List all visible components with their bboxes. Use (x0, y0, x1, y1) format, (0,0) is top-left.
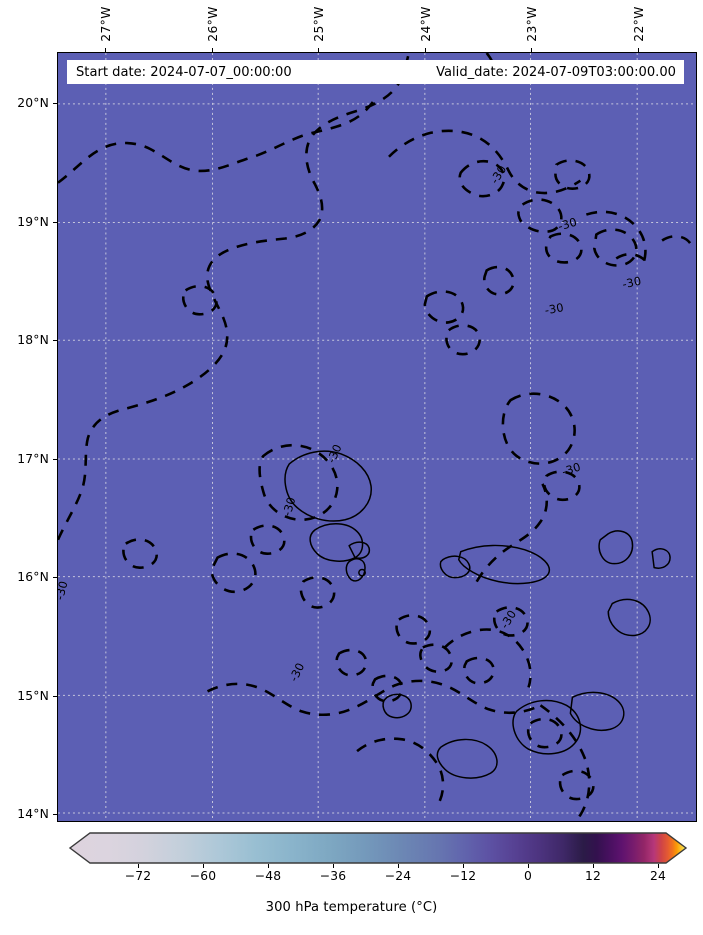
lat-tick-label-17n: 17°N (17, 452, 49, 466)
colorbar-tick-label-n60: −60 (189, 869, 217, 883)
contour-label: -30 (280, 495, 299, 517)
colorbar-tick-label-n72: −72 (124, 869, 152, 883)
contour-label: -30 (487, 163, 509, 187)
lat-tick-mark (53, 696, 57, 697)
colorbar-tick-label-n12: −12 (449, 869, 477, 883)
lon-tick-label-26w: 26°W (206, 6, 220, 42)
colorbar-tick-mark (528, 864, 529, 868)
lat-tick-label-14n: 14°N (17, 807, 49, 821)
lon-tick-label-25w: 25°W (312, 6, 326, 42)
colorbar-body (68, 832, 688, 864)
colorbar-tick-mark (658, 864, 659, 868)
colorbar-tick-mark (398, 864, 399, 868)
contour-dashed-minus30 (58, 53, 694, 821)
lon-tick-mark (638, 48, 639, 52)
lat-tick-mark (53, 222, 57, 223)
colorbar-tick-mark (268, 864, 269, 868)
lat-tick-label-18n: 18°N (17, 333, 49, 347)
lat-tick-mark (53, 814, 57, 815)
map-overlay: -30 -30 -30 -30 -30 -30 -30 -30 -30 -30 (58, 53, 696, 821)
lat-tick-label-15n: 15°N (17, 689, 49, 703)
lat-tick-mark (53, 103, 57, 104)
colorbar-tick-mark (463, 864, 464, 868)
contour-label: -30 (324, 442, 345, 465)
contour-label: -30 (621, 274, 643, 292)
map-axes[interactable]: -30 -30 -30 -30 -30 -30 -30 -30 -30 -30 (57, 52, 697, 822)
contour-label: -30 (556, 215, 578, 234)
lat-tick-label-20n: 20°N (17, 96, 49, 110)
lon-tick-label-23w: 23°W (525, 6, 539, 42)
valid-date-text: Valid_date: 2024-07-09T03:00:00.00 (436, 64, 676, 80)
colorbar-tick-mark (333, 864, 334, 868)
contour-label: -30 (286, 660, 307, 683)
lon-tick-mark (531, 48, 532, 52)
contour-labels: -30 -30 -30 -30 -30 -30 -30 -30 -30 -30 (58, 163, 643, 684)
contour-label: -30 (544, 300, 565, 317)
lon-tick-mark (425, 48, 426, 52)
colorbar-tick-mark (138, 864, 139, 868)
colorbar-tick-label-n36: −36 (319, 869, 347, 883)
colorbar-tick-mark (593, 864, 594, 868)
contour-solid (284, 450, 671, 779)
contour-label: -30 (560, 460, 583, 479)
lat-tick-mark (53, 459, 57, 460)
colorbar-tick-label-24: 24 (649, 869, 667, 883)
lat-tick-mark (53, 340, 57, 341)
lat-tick-label-19n: 19°N (17, 215, 49, 229)
contour-label: -30 (497, 607, 519, 631)
date-info-box: Start date: 2024-07-07_00:00:00 Valid_da… (67, 60, 684, 84)
colorbar[interactable] (68, 831, 688, 865)
lat-tick-mark (53, 577, 57, 578)
start-date-text: Start date: 2024-07-07_00:00:00 (76, 64, 292, 80)
lat-tick-label-16n: 16°N (17, 570, 49, 584)
colorbar-tick-label-12: 12 (584, 869, 602, 883)
lon-tick-label-22w: 22°W (632, 6, 646, 42)
colorbar-tick-label-n24: −24 (384, 869, 412, 883)
colorbar-gradient (68, 832, 688, 864)
contour-label: -30 (58, 579, 71, 601)
gridlines (58, 53, 696, 821)
lon-tick-label-27w: 27°W (99, 6, 113, 42)
colorbar-tick-label-0: 0 (523, 869, 533, 883)
colorbar-tick-label-n48: −48 (254, 869, 282, 883)
lon-tick-label-24w: 24°W (419, 6, 433, 42)
colorbar-label: 300 hPa temperature (°C) (265, 900, 438, 915)
lon-tick-mark (318, 48, 319, 52)
colorbar-tick-mark (203, 864, 204, 868)
lon-tick-mark (105, 48, 106, 52)
lon-tick-mark (212, 48, 213, 52)
